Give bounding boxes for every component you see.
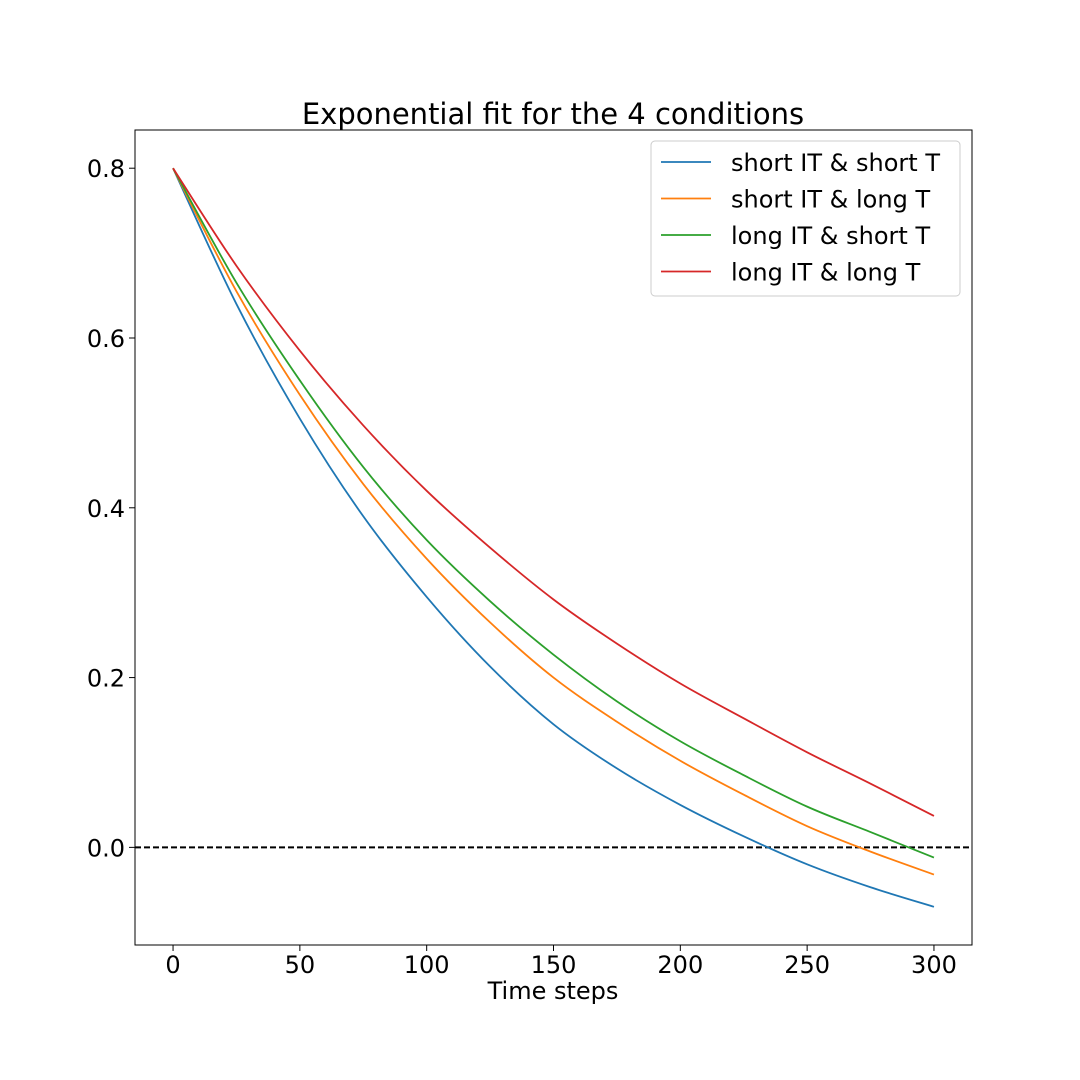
x-tick-label: 0 [165,951,180,979]
y-tick-label: 0.8 [87,155,125,183]
x-tick-label: 150 [531,951,577,979]
x-tick-label: 300 [911,951,957,979]
legend-label: short IT & short T [731,149,940,177]
legend-box [650,140,961,297]
x-tick-label: 100 [404,951,450,979]
y-tick-label: 0.0 [87,834,125,862]
y-tick-label: 0.2 [87,665,125,693]
legend-label: long IT & short T [731,222,930,250]
series-line-2 [172,167,935,876]
legend-label: long IT & long T [731,259,921,287]
y-tick-label: 0.4 [87,495,125,523]
y-axis-ticks: 0.0 0.2 0.4 0.6 0.8 [87,155,135,862]
series-line-1 [172,167,935,908]
series-layer [172,167,935,908]
x-axis-label: Time steps [487,977,619,1005]
chart-title: Exponential fit for the 4 conditions [302,97,804,131]
legend: short IT & short T short IT & long T long … [650,140,961,297]
legend-label: short IT & long T [731,186,930,214]
x-tick-label: 50 [285,951,316,979]
y-tick-label: 0.6 [87,325,125,353]
x-tick-label: 200 [657,951,703,979]
series-line-4 [172,167,935,817]
series-line-3 [172,167,935,859]
x-tick-label: 250 [784,951,830,979]
x-axis-ticks: 0 50 100 150 200 250 300 [165,945,957,979]
legend-items: short IT & short T short IT & long T long … [661,149,940,287]
